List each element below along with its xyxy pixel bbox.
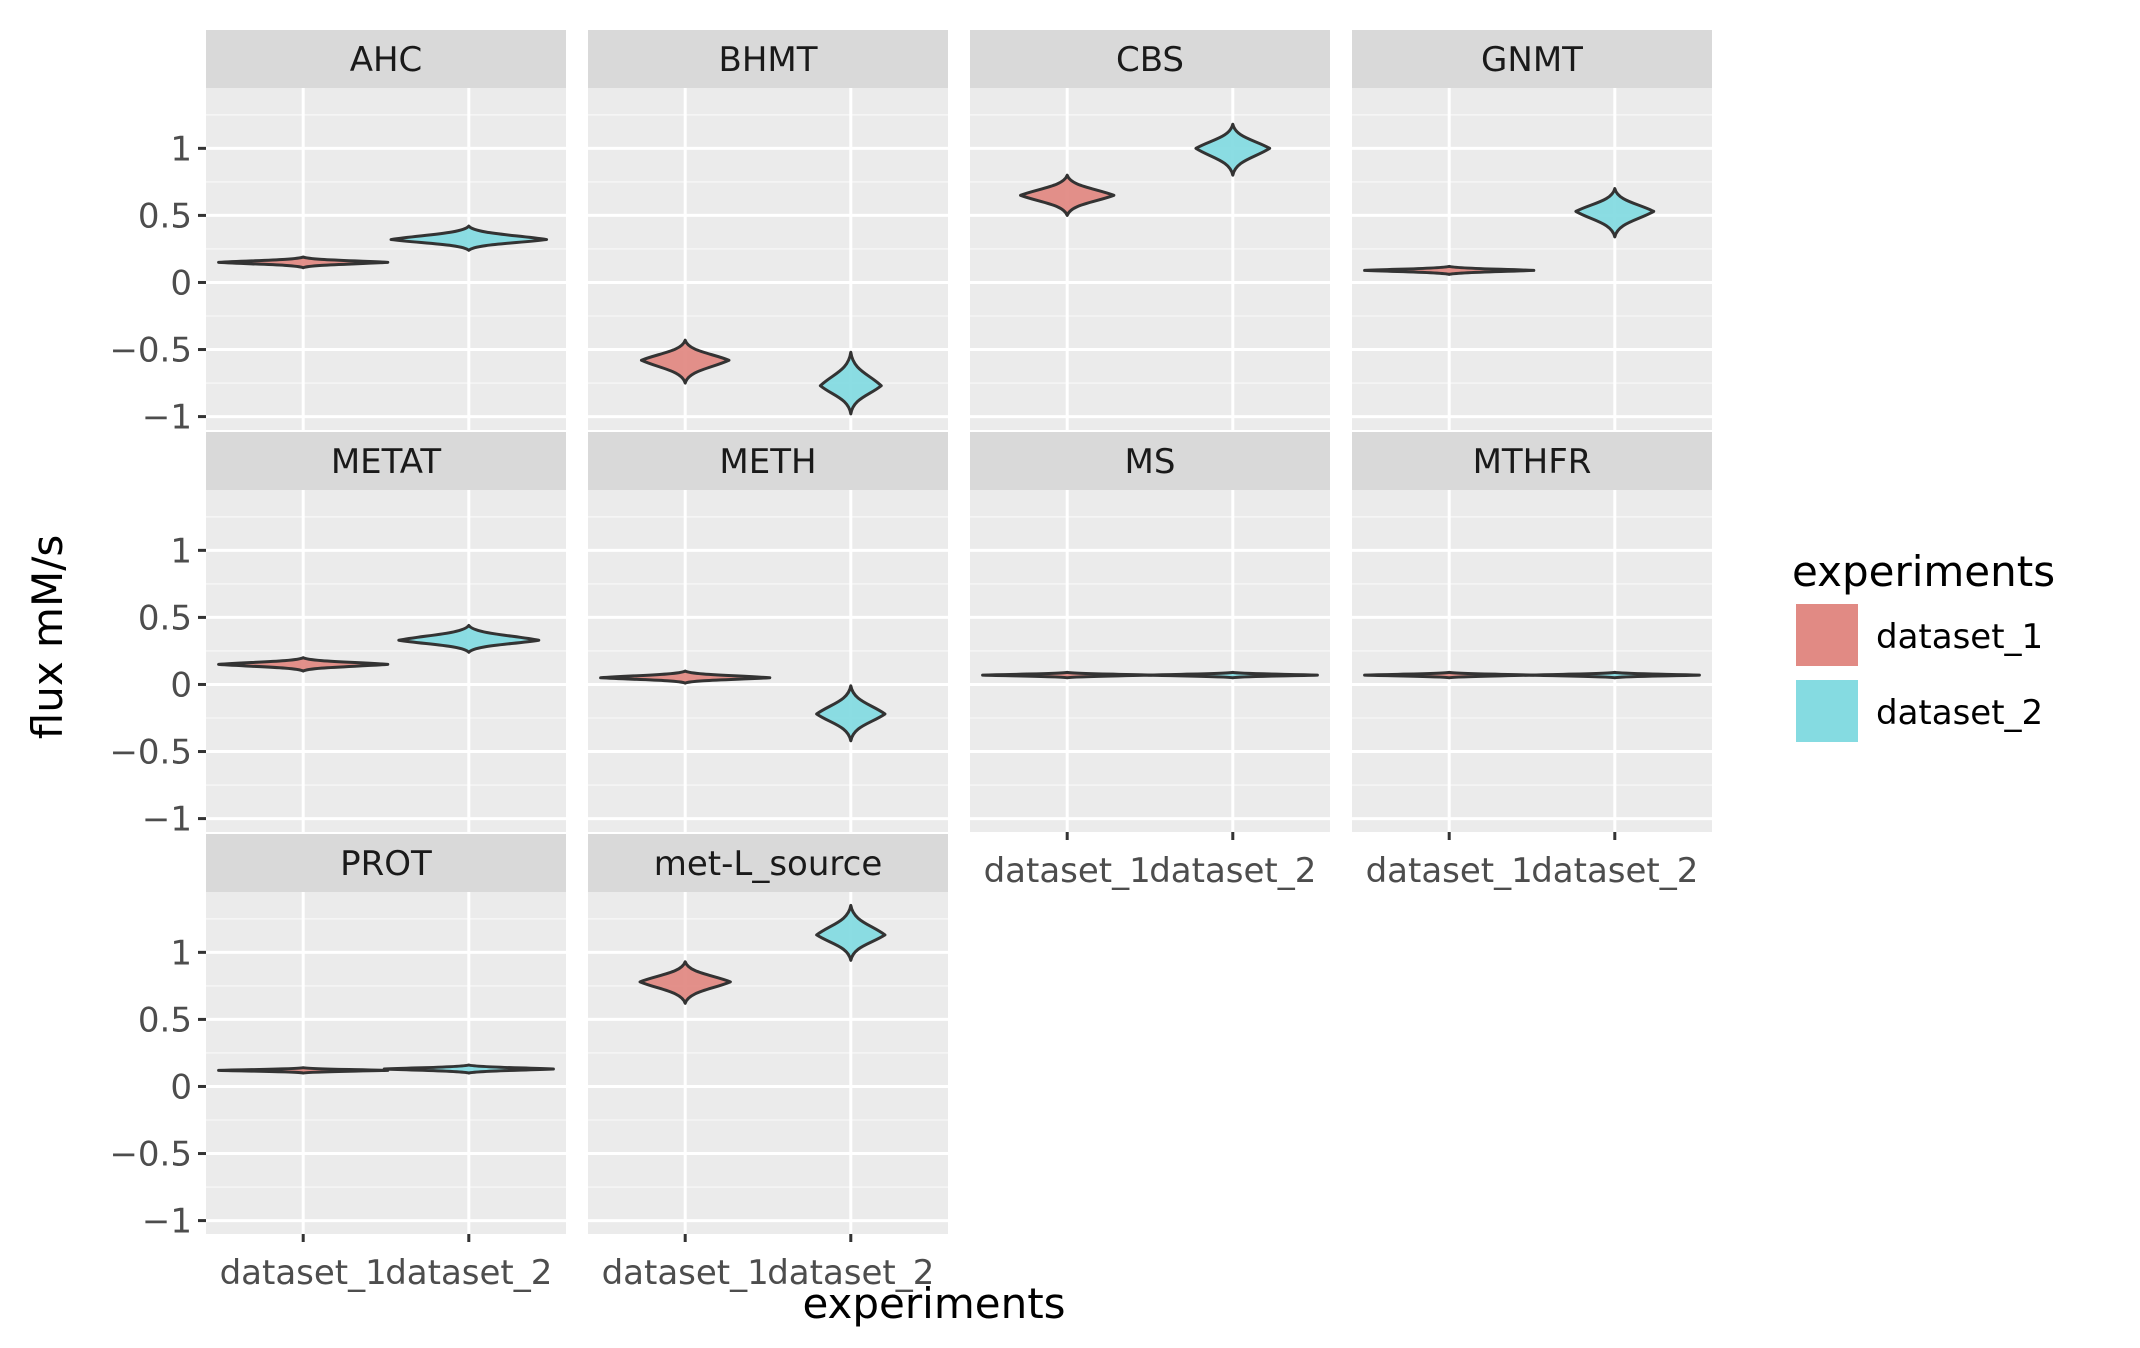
y-tick-label: 0 (170, 665, 192, 705)
y-tick-label: 0.5 (138, 196, 192, 236)
x-tick-label: dataset_2 (1149, 851, 1316, 891)
violin-dataset_1 (1363, 670, 1536, 680)
legend-title: experiments (1792, 547, 2055, 596)
legend-label: dataset_1 (1876, 617, 2043, 657)
violin-dataset_2 (1194, 122, 1272, 177)
violin-dataset_1 (599, 669, 772, 685)
violin-dataset_2 (1528, 670, 1701, 680)
y-tick-label: 1 (170, 129, 192, 169)
facet-panel: PROT (206, 834, 566, 1234)
facet-strip (206, 30, 566, 88)
y-tick-label: −0.5 (109, 1135, 192, 1175)
facet-panel: GNMT (1352, 30, 1712, 430)
y-tick-label: 0 (170, 263, 192, 303)
x-tick-label: dataset_1 (220, 1253, 387, 1293)
y-tick-label: 0.5 (138, 1000, 192, 1040)
violin-dataset_1 (1019, 173, 1116, 217)
y-tick-label: −1 (142, 1202, 192, 1242)
axes-layer: 10.50−0.5−110.50−0.5−1dataset_1dataset_2… (109, 129, 1698, 1293)
violin-dataset_1 (217, 1066, 390, 1075)
x-tick-label: dataset_1 (1366, 851, 1533, 891)
facet-panel: MS (970, 432, 1330, 832)
legend-key (1796, 680, 1858, 742)
facet-panel: METAT (206, 432, 566, 832)
violin-dataset_1 (217, 255, 390, 270)
facet-panel: AHC (206, 30, 566, 430)
violin-dataset_2 (1574, 187, 1656, 239)
facet-label: met-L_source (654, 844, 883, 884)
panel-background (588, 88, 948, 430)
panels-layer: AHC BHMT CBS GNMT METAT METH MS MTHFR PROT met-L_… (206, 30, 1712, 1234)
facet-label: PROT (340, 844, 432, 884)
panel-background (970, 490, 1330, 832)
facet-label: MS (1125, 442, 1176, 482)
legend-entry: dataset_2 (1796, 680, 2043, 742)
violin-dataset_1 (639, 338, 731, 385)
violin-dataset_2 (818, 350, 883, 416)
violin-dataset_1 (638, 960, 732, 1005)
x-tick-label: dataset_1 (602, 1253, 769, 1293)
panel-background (588, 892, 948, 1234)
facet-label: GNMT (1481, 40, 1583, 80)
facet-panel: METH (588, 432, 948, 832)
facet-strip (588, 432, 948, 490)
facet-strip (588, 834, 948, 892)
legend-entry: dataset_1 (1796, 604, 2043, 666)
panel-background (1352, 490, 1712, 832)
legend: experiments dataset_1 dataset_2 (1792, 547, 2055, 742)
x-tick-label: dataset_2 (385, 1253, 552, 1293)
panel-background (970, 88, 1330, 430)
violin-dataset_1 (217, 656, 390, 673)
facet-panel: CBS (970, 30, 1330, 430)
y-axis-title: flux mM/s (23, 535, 72, 739)
violin-dataset_1 (981, 670, 1154, 680)
facet-strip (588, 30, 948, 88)
y-tick-label: −0.5 (109, 331, 192, 371)
panel-background (1352, 88, 1712, 430)
violin-dataset_2 (382, 1063, 555, 1075)
facet-strip (970, 432, 1330, 490)
facet-strip (1352, 432, 1712, 490)
facet-label: MTHFR (1473, 442, 1592, 482)
violin-dataset_2 (815, 684, 887, 743)
panel-background (206, 88, 566, 430)
y-tick-label: −0.5 (109, 733, 192, 773)
x-tick-label: dataset_1 (984, 851, 1151, 891)
violin-dataset_2 (815, 903, 887, 962)
facet-label: CBS (1116, 40, 1184, 80)
x-tick-label: dataset_2 (1531, 851, 1698, 891)
facet-label: BHMT (719, 40, 818, 80)
violin-dataset_1 (1363, 264, 1536, 276)
y-tick-label: −1 (142, 800, 192, 840)
facet-label: METAT (331, 442, 442, 482)
violin-dataset_2 (1146, 670, 1319, 680)
facet-panel: MTHFR (1352, 432, 1712, 832)
facet-strip (206, 432, 566, 490)
facet-label: AHC (350, 40, 423, 80)
panel-background (206, 892, 566, 1234)
panel-background (588, 490, 948, 832)
legend-key (1796, 604, 1858, 666)
facet-strip (970, 30, 1330, 88)
y-tick-label: 0 (170, 1067, 192, 1107)
y-tick-label: 1 (170, 933, 192, 973)
facet-strip (206, 834, 566, 892)
y-tick-label: 0.5 (138, 598, 192, 638)
x-tick-label: dataset_2 (767, 1253, 934, 1293)
violin-dataset_2 (397, 623, 541, 654)
y-tick-label: −1 (142, 398, 192, 438)
facet-strip (1352, 30, 1712, 88)
legend-label: dataset_2 (1876, 693, 2043, 733)
legend-entries: dataset_1 dataset_2 (1796, 604, 2043, 742)
facet-label: METH (719, 442, 816, 482)
facet-panel: met-L_source (588, 834, 948, 1234)
x-axis-title: experiments (802, 1279, 1065, 1328)
violin-dataset_2 (389, 224, 549, 252)
facet-panel: BHMT (588, 30, 948, 430)
y-tick-label: 1 (170, 531, 192, 571)
